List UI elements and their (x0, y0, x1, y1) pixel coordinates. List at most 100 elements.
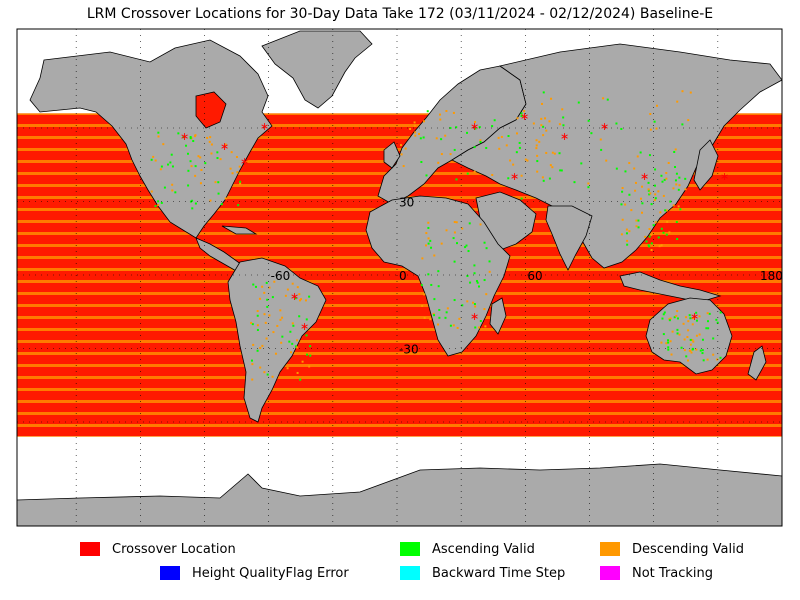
ascending-valid-point (200, 168, 203, 171)
ascending-valid-point (208, 140, 211, 143)
ascending-valid-point (602, 97, 605, 100)
ascending-valid-point (488, 260, 491, 263)
ascending-valid-point (701, 338, 704, 341)
ascending-valid-point (673, 316, 676, 319)
ascending-valid-point (421, 304, 424, 307)
ascending-valid-point (445, 229, 448, 232)
ascending-valid-point (639, 197, 642, 200)
ascending-valid-point (483, 308, 486, 311)
ascending-valid-point (473, 264, 476, 267)
ascending-valid-point (649, 112, 652, 115)
ascending-valid-point (650, 233, 653, 236)
ascending-valid-point (661, 317, 664, 320)
ascending-valid-point (648, 245, 651, 248)
ascending-valid-point (273, 280, 276, 283)
ascending-valid-point (658, 245, 661, 248)
ascending-valid-point (712, 337, 715, 340)
ascending-valid-point (536, 160, 539, 163)
ascending-valid-point (716, 358, 719, 361)
landmass-antarctica (17, 463, 782, 526)
ascending-valid-point (667, 348, 670, 351)
ascending-valid-point (660, 174, 663, 177)
ascending-valid-point (294, 297, 297, 300)
ascending-valid-point (409, 127, 412, 130)
ascending-valid-point (657, 236, 660, 239)
ascending-valid-point (266, 305, 269, 308)
ascending-valid-point (520, 197, 523, 200)
ascending-valid-point (476, 281, 479, 284)
crossover-mark: ∗ (260, 120, 269, 133)
crossover-mark: ∗ (180, 130, 189, 143)
ascending-valid-point (649, 128, 652, 131)
ascending-valid-point (473, 272, 476, 275)
ascending-valid-point (662, 313, 665, 316)
ascending-valid-point (427, 237, 430, 240)
legend-swatch (400, 542, 420, 556)
ascending-valid-point (214, 181, 217, 184)
legend-label: Backward Time Step (432, 565, 566, 581)
ascending-valid-point (652, 224, 655, 227)
legend-swatch (600, 542, 620, 556)
ascending-valid-point (573, 181, 576, 184)
ascending-valid-point (189, 200, 192, 203)
ascending-valid-point (672, 187, 675, 190)
legend-item-height-qualityflag-error: Height QualityFlag Error (160, 565, 349, 581)
landmass-caribbean (221, 225, 258, 235)
ascending-valid-point (706, 358, 709, 361)
ascending-valid-point (561, 108, 564, 111)
ascending-valid-point (516, 117, 519, 120)
ascending-valid-point (271, 375, 274, 378)
ascending-valid-point (679, 208, 682, 211)
ascending-valid-point (635, 219, 638, 222)
ascending-valid-point (170, 153, 173, 156)
ascending-valid-point (692, 317, 695, 320)
ascending-valid-point (667, 161, 670, 164)
ascending-valid-point (238, 165, 241, 168)
ascending-valid-point (518, 141, 521, 144)
ascending-valid-point (615, 167, 618, 170)
ascending-valid-point (427, 242, 430, 245)
ascending-valid-point (224, 143, 227, 146)
landmass-australia (645, 297, 733, 375)
graticule-label-lat-neg30: -30 (399, 343, 419, 357)
legend-item-descending-valid: Descending Valid (600, 541, 744, 557)
ascending-valid-point (665, 342, 668, 345)
ascending-valid-point (708, 312, 711, 315)
ascending-valid-point (306, 353, 309, 356)
ascending-valid-point (542, 91, 545, 94)
ascending-valid-point (676, 332, 679, 335)
ascending-valid-point (520, 174, 523, 177)
ascending-valid-point (650, 203, 653, 206)
legend-label: Not Tracking (632, 565, 714, 581)
ascending-valid-point (252, 283, 255, 286)
ascending-valid-point (414, 131, 417, 134)
ascending-valid-point (524, 158, 527, 161)
land-masses (17, 30, 782, 526)
ascending-valid-point (204, 162, 207, 165)
ascending-valid-point (620, 203, 623, 206)
ascending-valid-point (667, 341, 670, 344)
ascending-valid-point (520, 112, 523, 115)
ascending-valid-point (256, 328, 259, 331)
ascending-valid-point (291, 322, 294, 325)
landmass-british-isles (383, 141, 401, 169)
ascending-valid-point (680, 346, 683, 349)
ascending-valid-point (154, 205, 157, 208)
ascending-valid-point (549, 164, 552, 167)
ascending-valid-point (291, 342, 294, 345)
ascending-valid-point (256, 324, 259, 327)
crossover-mark: ∗ (290, 290, 299, 303)
ascending-valid-point (224, 197, 227, 200)
ascending-valid-point (256, 349, 259, 352)
ascending-valid-point (206, 136, 209, 139)
ascending-valid-point (684, 188, 687, 191)
ascending-valid-point (689, 91, 692, 94)
ascending-valid-point (437, 161, 440, 164)
ascending-valid-point (466, 300, 469, 303)
ascending-valid-point (456, 326, 459, 329)
ascending-valid-point (219, 158, 222, 161)
ascending-valid-point (237, 204, 240, 207)
ascending-valid-point (284, 294, 287, 297)
ascending-valid-point (438, 316, 441, 319)
ascending-valid-point (250, 321, 253, 324)
